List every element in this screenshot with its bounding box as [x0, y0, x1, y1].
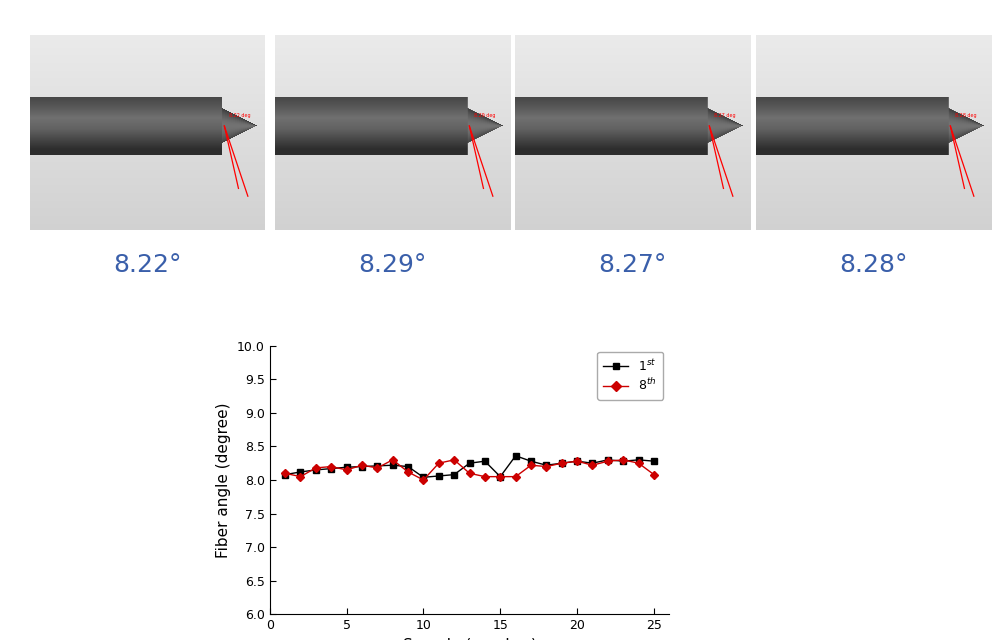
Text: 8.29 deg: 8.29 deg	[475, 113, 496, 118]
Text: 8.22 deg: 8.22 deg	[229, 113, 251, 118]
Text: 8.27 deg: 8.27 deg	[714, 113, 735, 118]
Text: 8.27°: 8.27°	[598, 253, 666, 277]
Text: 8.28°: 8.28°	[839, 253, 908, 277]
Text: 8.29°: 8.29°	[359, 253, 427, 277]
Legend: 1$^{st}$, 8$^{th}$: 1$^{st}$, 8$^{th}$	[597, 352, 663, 399]
Text: 8.28 deg: 8.28 deg	[955, 113, 977, 118]
Y-axis label: Fiber angle (degree): Fiber angle (degree)	[217, 403, 232, 557]
Text: 8.22°: 8.22°	[113, 253, 182, 277]
X-axis label: Sample (number): Sample (number)	[403, 638, 536, 640]
